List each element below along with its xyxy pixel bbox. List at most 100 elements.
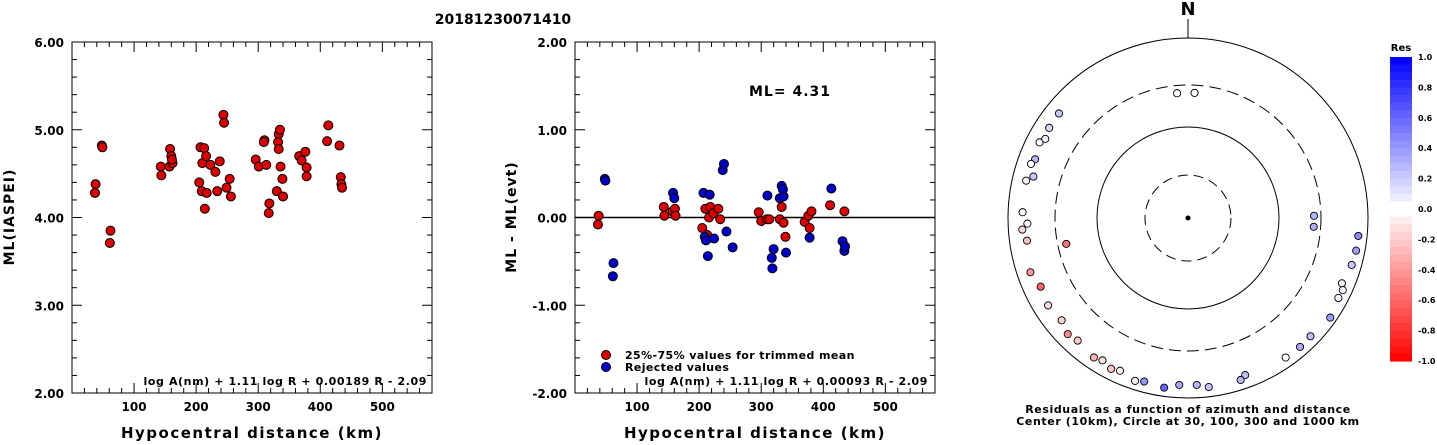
station-marker — [1029, 172, 1038, 181]
colorbar-tick-label: -0.2 — [1418, 235, 1436, 244]
colorbar-tick-label: 0.2 — [1418, 175, 1432, 184]
y-tick-label: 3.00 — [34, 299, 64, 313]
data-point — [155, 161, 166, 172]
colorbar-segment — [1390, 133, 1412, 142]
y-axis-label: ML - ML(evt) — [504, 161, 520, 272]
station-marker — [1204, 382, 1213, 392]
colorbar-segment — [1390, 231, 1412, 240]
station-marker — [1337, 279, 1346, 288]
data-point — [275, 161, 286, 172]
station-marker — [1347, 260, 1356, 269]
x-tick-label: 100 — [122, 400, 147, 414]
data-point — [709, 233, 720, 244]
data-point — [721, 226, 732, 237]
data-point — [780, 231, 791, 242]
colorbar-segment — [1390, 330, 1412, 339]
data-point — [90, 179, 101, 190]
data-point — [608, 258, 619, 269]
data-point — [104, 237, 115, 248]
colorbar-segment — [1390, 171, 1412, 180]
colorbar-segment — [1390, 315, 1412, 324]
colorbar-segment — [1390, 117, 1412, 126]
data-point — [762, 190, 773, 201]
colorbar-tick-label: -1.0 — [1418, 357, 1436, 366]
page-title: 20181230071410 — [435, 12, 572, 28]
station-marker — [1241, 371, 1250, 380]
data-point — [105, 225, 116, 236]
data-point — [261, 159, 272, 170]
colorbar-segment — [1390, 345, 1412, 354]
ring-1000km — [1007, 37, 1369, 399]
station-marker — [1236, 375, 1245, 385]
colorbar-segment — [1390, 140, 1412, 149]
x-tick-label: 300 — [246, 400, 271, 414]
y-tick-label: 4.00 — [34, 212, 64, 226]
station-marker — [1057, 316, 1066, 325]
colorbar-segment — [1390, 285, 1412, 294]
y-tick-label: 0.00 — [537, 212, 567, 226]
y-tick-label: 2.00 — [34, 387, 64, 401]
colorbar-tick-label: -0.4 — [1418, 266, 1436, 275]
colorbar-segment — [1390, 254, 1412, 263]
colorbar-segment — [1390, 155, 1412, 164]
station-marker — [1036, 282, 1045, 291]
station-marker — [1045, 123, 1054, 132]
colorbar-title: Res — [1391, 43, 1411, 54]
data-point — [718, 158, 729, 169]
data-point — [156, 170, 167, 181]
data-point — [301, 171, 312, 182]
station-marker — [1140, 377, 1149, 386]
y-tick-label: 5.00 — [34, 124, 64, 138]
data-point — [804, 232, 815, 243]
data-point — [764, 214, 775, 225]
data-point — [669, 193, 680, 204]
ring-30km — [1144, 174, 1232, 262]
colorbar-segment — [1390, 186, 1412, 195]
station-marker — [1018, 208, 1027, 217]
data-point — [212, 186, 223, 197]
data-point — [199, 203, 210, 214]
station-marker — [1306, 332, 1315, 341]
data-point — [778, 217, 789, 228]
x-tick-label: 500 — [873, 400, 898, 414]
colorbar-segment — [1390, 323, 1412, 332]
y-tick-label: -1.00 — [532, 299, 567, 313]
station-marker — [1338, 286, 1347, 295]
colorbar-segment — [1390, 72, 1412, 81]
data-point — [839, 206, 850, 217]
colorbar-segment — [1390, 216, 1412, 225]
data-point — [89, 187, 100, 198]
station-marker — [1175, 380, 1184, 389]
colorbar-segment — [1390, 269, 1412, 278]
station-marker — [1089, 353, 1098, 362]
data-point — [702, 251, 713, 262]
data-point — [727, 242, 738, 253]
station-marker — [1041, 134, 1050, 143]
ml-residual-panel: 100 200 300 400 500 -2.00 -1.00 0.00 1.00 2.00 ML… — [504, 36, 936, 442]
colorbar-segment — [1390, 79, 1412, 88]
data-point — [97, 142, 108, 153]
epicenter-dot — [1185, 215, 1191, 221]
station-marker — [1018, 225, 1027, 234]
data-point — [205, 159, 216, 170]
colorbar-segment — [1390, 57, 1412, 66]
colorbar-tick-label: 1.0 — [1418, 53, 1433, 62]
colorbar-tick-label: 0.4 — [1418, 144, 1433, 153]
data-point — [753, 207, 764, 218]
data-point — [767, 263, 778, 274]
data-point — [214, 156, 225, 167]
formula-label: log A(nm) + 1.11 log R + 0.00093 R - 2.0… — [645, 375, 928, 388]
data-point — [840, 241, 850, 252]
tick-group: 100 200 300 400 500 -2.00 -1.00 0.00 1.00 2.00 — [532, 36, 935, 414]
data-point — [704, 189, 715, 200]
colorbar-segment — [1390, 247, 1412, 256]
data-point — [201, 151, 212, 162]
colorbar-segment — [1390, 300, 1412, 309]
x-axis-label: Hypocentral distance (km) — [624, 424, 886, 441]
y-tick-label: 1.00 — [537, 124, 567, 138]
ring-300km — [1054, 84, 1322, 352]
data-point — [210, 166, 221, 177]
station-marker — [1063, 330, 1072, 339]
legend-marker-rejected — [601, 362, 611, 372]
data-point — [221, 182, 232, 193]
